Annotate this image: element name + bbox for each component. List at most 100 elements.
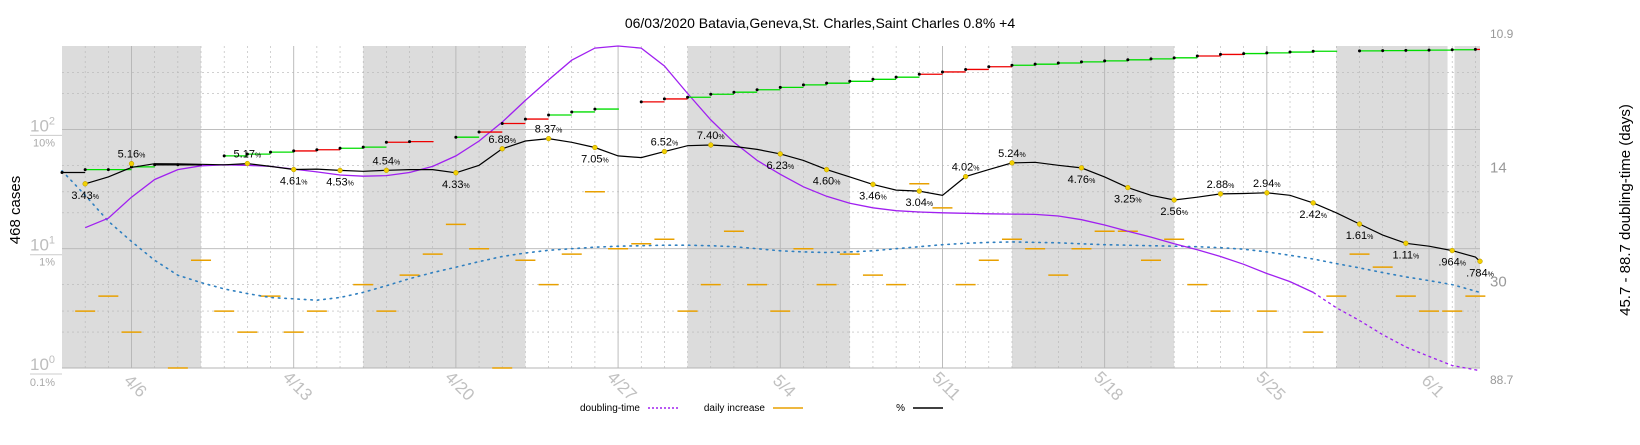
cases-point [523, 117, 527, 121]
cases-point [1450, 48, 1454, 52]
cases-point [662, 97, 666, 101]
cases-point [1311, 49, 1315, 53]
pct-label: 4.53% [326, 176, 354, 188]
cases-point [408, 140, 412, 144]
cases-point [894, 75, 898, 79]
cases-point [315, 148, 319, 152]
pct-label: 4.61% [280, 176, 308, 188]
pct-label: .784% [1466, 267, 1494, 279]
cases-point [1079, 60, 1083, 64]
cases-point [1404, 48, 1408, 52]
pct-label: 7.40% [697, 130, 725, 142]
pct-label: 6.52% [651, 137, 679, 149]
pct-marker [1356, 221, 1363, 227]
cases-point [1358, 49, 1362, 53]
cases-point [940, 70, 944, 74]
pct-marker [1310, 200, 1316, 206]
cases-point [1149, 57, 1153, 61]
cases-point [269, 150, 273, 154]
y-pct-tick-label: 1% [39, 257, 55, 269]
pct-label: 6.23% [766, 160, 794, 172]
y-right-tick-label: 88.7 [1490, 373, 1514, 387]
legend-label: daily increase [704, 403, 766, 414]
cases-point [778, 85, 782, 89]
pct-marker [545, 135, 552, 142]
cases-point [338, 146, 342, 150]
cases-point [917, 72, 921, 76]
pct-label: 4.60% [813, 176, 841, 188]
pct-label: 3.04% [905, 197, 933, 209]
pct-marker [1403, 240, 1409, 246]
pct-label: 1.61% [1346, 230, 1374, 242]
pct-marker [244, 160, 251, 167]
weekend-band [1336, 46, 1448, 368]
cases-point [1126, 58, 1130, 62]
cases-point [639, 100, 643, 104]
pct-label: 3.46% [859, 190, 887, 202]
y-right-tick-label: 14 [1490, 159, 1507, 176]
x-tick-label: 6/1 [1418, 371, 1448, 401]
legend-label: doubling-time [580, 403, 640, 414]
cases-point [732, 90, 736, 94]
pct-label: 2.88% [1207, 179, 1235, 191]
cases-point [1242, 52, 1246, 56]
pct-marker [708, 142, 714, 148]
cases-point [1218, 52, 1222, 56]
y-right-tick-label: 30 [1490, 274, 1507, 291]
cases-point [1288, 50, 1292, 54]
y-pct-tick-label: 10% [33, 137, 55, 149]
cases-point [384, 140, 388, 144]
cases-point [755, 88, 759, 92]
cases-point [1427, 48, 1431, 52]
pct-marker [453, 170, 459, 176]
cases-point [83, 168, 87, 172]
x-tick-label: 4/27 [604, 368, 641, 405]
cases-point [477, 130, 481, 134]
y-pct-tick-label: 0.1% [30, 377, 55, 389]
cases-point [1033, 62, 1037, 66]
pct-label: 5.17% [234, 149, 262, 161]
pct-marker [916, 188, 922, 194]
cases-point [1056, 61, 1060, 65]
daily-increase-marks [75, 183, 1486, 369]
pct-label: 2.94% [1253, 178, 1281, 190]
y-right-tick-label: 10.9 [1490, 27, 1514, 41]
cases-point [801, 83, 805, 87]
pct-label: 2.56% [1160, 206, 1188, 218]
cases-point [60, 171, 64, 175]
pct-label: 1.11% [1392, 249, 1419, 261]
x-tick-label: 5/4 [769, 371, 799, 401]
cases-point [1103, 59, 1107, 63]
x-tick-label: 4/6 [120, 371, 150, 401]
pct-marker [1264, 190, 1270, 196]
cases-point [500, 122, 504, 126]
pct-label: 5.24% [998, 148, 1026, 160]
pct-marker [592, 144, 598, 151]
cases-point [686, 95, 690, 99]
pct-label: 3.25% [1114, 194, 1142, 206]
x-tick-label: 5/18 [1090, 368, 1127, 405]
pct-label: 5.16% [118, 149, 146, 161]
legend: doubling-time daily increase% [580, 403, 943, 414]
pct-label: 4.33% [442, 179, 470, 191]
pct-label: 4.02% [952, 162, 980, 174]
pct-marker [1009, 160, 1015, 166]
y-tick-label: 101 [30, 235, 55, 255]
pct-labels: 3.43% 5.16% 5.17% 4.61% 4.53% 4.54% 4.33% 6.88%… [71, 124, 1493, 280]
pct-label: 7.05% [581, 154, 609, 166]
x-tick-label: 5/11 [928, 368, 964, 404]
weekend-band [687, 46, 850, 368]
cases-point [570, 110, 574, 114]
pct-marker [823, 166, 830, 173]
cases-point [1265, 51, 1269, 55]
pct-marker [962, 173, 969, 180]
pct-marker [870, 181, 876, 188]
y-axis-right-label: 45.7 - 88.7 doubling-time (days) [1617, 104, 1634, 316]
weekend-band [1011, 46, 1175, 368]
cases-point [106, 168, 110, 172]
cases-point [825, 81, 829, 85]
x-tick-label: 4/13 [279, 368, 316, 405]
cases-point [848, 79, 852, 83]
